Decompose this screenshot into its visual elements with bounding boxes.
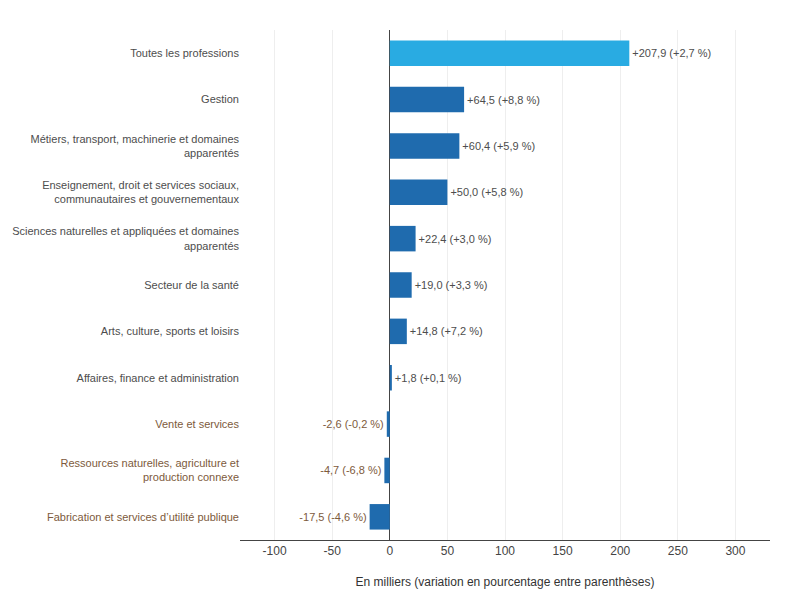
svg-text:+50,0 (+5,8 %): +50,0 (+5,8 %) [450, 186, 523, 198]
svg-text:+19,0 (+3,3 %): +19,0 (+3,3 %) [415, 279, 488, 291]
svg-text:-100: -100 [263, 544, 287, 558]
svg-text:-4,7 (-6,8 %): -4,7 (-6,8 %) [320, 464, 381, 476]
svg-text:200: 200 [610, 544, 630, 558]
svg-text:250: 250 [668, 544, 688, 558]
svg-text:-2,6 (-0,2 %): -2,6 (-0,2 %) [323, 418, 384, 430]
svg-text:En milliers (variation en pour: En milliers (variation en pourcentage en… [356, 575, 655, 589]
svg-text:Enseignement, droit et service: Enseignement, droit et services sociaux,… [42, 179, 239, 205]
svg-text:Arts, culture, sports et loisi: Arts, culture, sports et loisirs [101, 325, 240, 337]
svg-text:+14,8 (+7,2 %): +14,8 (+7,2 %) [410, 325, 483, 337]
svg-text:+64,5 (+8,8 %): +64,5 (+8,8 %) [467, 94, 540, 106]
svg-text:50: 50 [441, 544, 455, 558]
svg-text:Sciences naturelles et appliqu: Sciences naturelles et appliquées et dom… [12, 225, 239, 251]
svg-text:150: 150 [553, 544, 573, 558]
svg-text:Ressources naturelles, agricul: Ressources naturelles, agriculture etpro… [60, 457, 239, 483]
svg-text:Métiers, transport, machinerie: Métiers, transport, machinerie et domain… [31, 133, 240, 159]
svg-text:+1,8 (+0,1 %): +1,8 (+0,1 %) [395, 372, 462, 384]
svg-text:Affaires, finance et administr: Affaires, finance et administration [77, 372, 239, 384]
svg-text:100: 100 [495, 544, 515, 558]
svg-text:-17,5 (-4,6 %): -17,5 (-4,6 %) [299, 511, 366, 523]
svg-text:300: 300 [725, 544, 745, 558]
svg-text:+22,4 (+3,0 %): +22,4 (+3,0 %) [419, 233, 492, 245]
svg-text:0: 0 [386, 544, 393, 558]
svg-text:Toutes les professions: Toutes les professions [130, 47, 239, 59]
svg-text:Vente et services: Vente et services [155, 418, 239, 430]
svg-text:Secteur de la santé: Secteur de la santé [144, 279, 239, 291]
svg-text:+207,9 (+2,7 %): +207,9 (+2,7 %) [632, 47, 711, 59]
svg-text:Gestion: Gestion [201, 93, 239, 105]
svg-text:-50: -50 [323, 544, 341, 558]
svg-text:Fabrication et services d’util: Fabrication et services d’utilité publiq… [47, 511, 239, 523]
svg-text:+60,4 (+5,9 %): +60,4 (+5,9 %) [462, 140, 535, 152]
